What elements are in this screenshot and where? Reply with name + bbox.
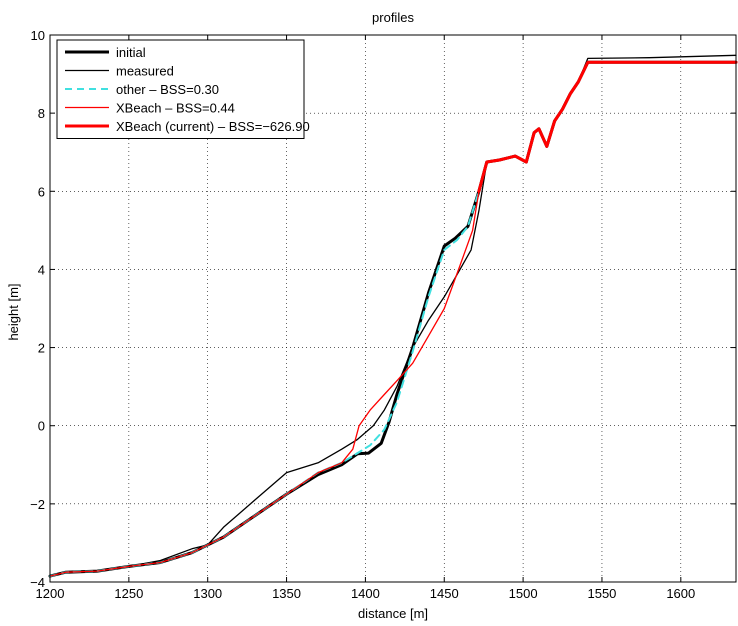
y-tick-label: 6 bbox=[38, 184, 45, 199]
legend: initial measured other – BSS=0.30 XBeach – … bbox=[56, 39, 310, 139]
x-tick-label: 1450 bbox=[430, 586, 459, 601]
legend-label-4: XBeach – BSS=0.44 bbox=[116, 101, 235, 116]
x-tick-label: 1600 bbox=[666, 586, 695, 601]
legend-label-2: measured bbox=[116, 64, 174, 79]
plot-frame bbox=[49, 34, 737, 583]
y-tick-label: 10 bbox=[31, 28, 45, 43]
y-axis-label: height [m] bbox=[6, 283, 21, 340]
x-tick-label: 1550 bbox=[587, 586, 616, 601]
x-tick-label: 1500 bbox=[509, 586, 538, 601]
series-line-5 bbox=[477, 60, 738, 193]
x-tick-label: 1350 bbox=[272, 586, 301, 601]
series-lines bbox=[48, 54, 738, 578]
y-tick-label: −4 bbox=[30, 575, 45, 590]
x-tick-label: 1400 bbox=[351, 586, 380, 601]
legend-label-5: XBeach (current) – BSS=−626.90 bbox=[116, 119, 310, 134]
y-tick-label: 8 bbox=[38, 106, 45, 121]
y-tick-label: 0 bbox=[38, 419, 45, 434]
legend-label-3: other – BSS=0.30 bbox=[116, 82, 219, 97]
y-tick-label: 4 bbox=[38, 262, 45, 277]
chart-title: profiles bbox=[372, 10, 414, 25]
legend-box bbox=[56, 39, 305, 139]
y-tick-label: −2 bbox=[30, 497, 45, 512]
axis-ticks: 1200 1250 1300 1350 1400 1450 1500 1550 1600 −4 −2… bbox=[30, 28, 736, 601]
x-tick-label: 1300 bbox=[193, 586, 222, 601]
x-tick-label: 1200 bbox=[36, 586, 65, 601]
x-axis-label: distance [m] bbox=[358, 606, 428, 621]
x-tick-label: 1250 bbox=[114, 586, 143, 601]
y-tick-label: 2 bbox=[38, 341, 45, 356]
legend-label-1: initial bbox=[116, 45, 146, 60]
